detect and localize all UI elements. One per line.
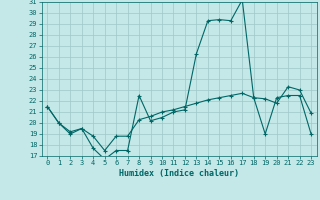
X-axis label: Humidex (Indice chaleur): Humidex (Indice chaleur): [119, 169, 239, 178]
